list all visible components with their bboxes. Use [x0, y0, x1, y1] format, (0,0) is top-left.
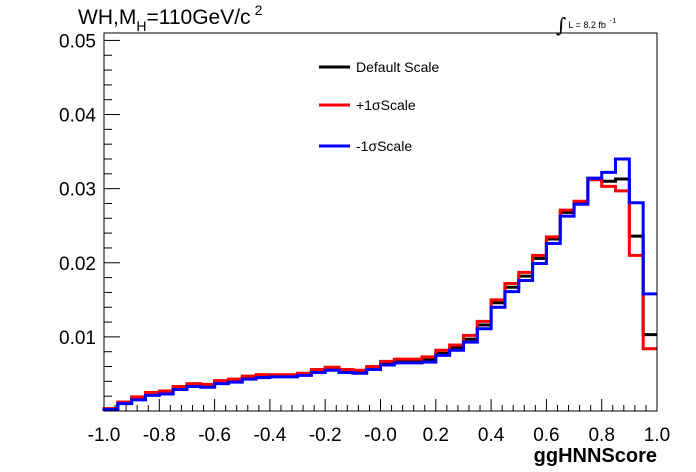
series-line-minus-sigma-scale — [102, 157, 657, 412]
legend-label-plus-sigma: +1σScale — [356, 97, 416, 113]
y-tick-label: 0.02 — [59, 254, 96, 275]
x-tick-label: 0.8 — [588, 425, 614, 446]
x-tick-label: -0.4 — [254, 425, 287, 446]
x-axis-label: ggHNNScore — [534, 445, 657, 467]
legend-label-default-scale: Default Scale — [356, 59, 439, 75]
legend-label-minus-sigma: -1σScale — [356, 138, 412, 154]
series-layer — [102, 157, 657, 412]
y-tick-label: 0.05 — [59, 31, 96, 52]
legend: Default Scale +1σScale -1σScale — [319, 59, 439, 154]
x-tick-label: -0.8 — [143, 425, 176, 446]
x-tick-label: 1.0 — [644, 425, 670, 446]
x-tick-label: 0.6 — [533, 425, 559, 446]
x-tick-label: -0.2 — [309, 425, 342, 446]
x-tick-label: -0.0 — [364, 425, 397, 446]
axis-layer: -1.0 -0.8 -0.6 -0.4 -0.2 -0.0 0.2 0.4 0.6 0.8 1.0 0… — [59, 31, 670, 446]
x-tick-label: 0.4 — [478, 425, 505, 446]
y-tick-label: 0.03 — [59, 180, 96, 201]
x-tick-label: 0.2 — [423, 425, 449, 446]
x-tick-label: -1.0 — [88, 425, 121, 446]
y-tick-label: 0.01 — [59, 328, 96, 349]
chart-title: WH,MH=110GeV/c 2 — [78, 2, 263, 34]
y-tick-label: 0.04 — [59, 106, 96, 127]
x-tick-label: -0.6 — [198, 425, 231, 446]
luminosity-label: ∫ L = 8.2 fb -1 — [556, 13, 616, 37]
